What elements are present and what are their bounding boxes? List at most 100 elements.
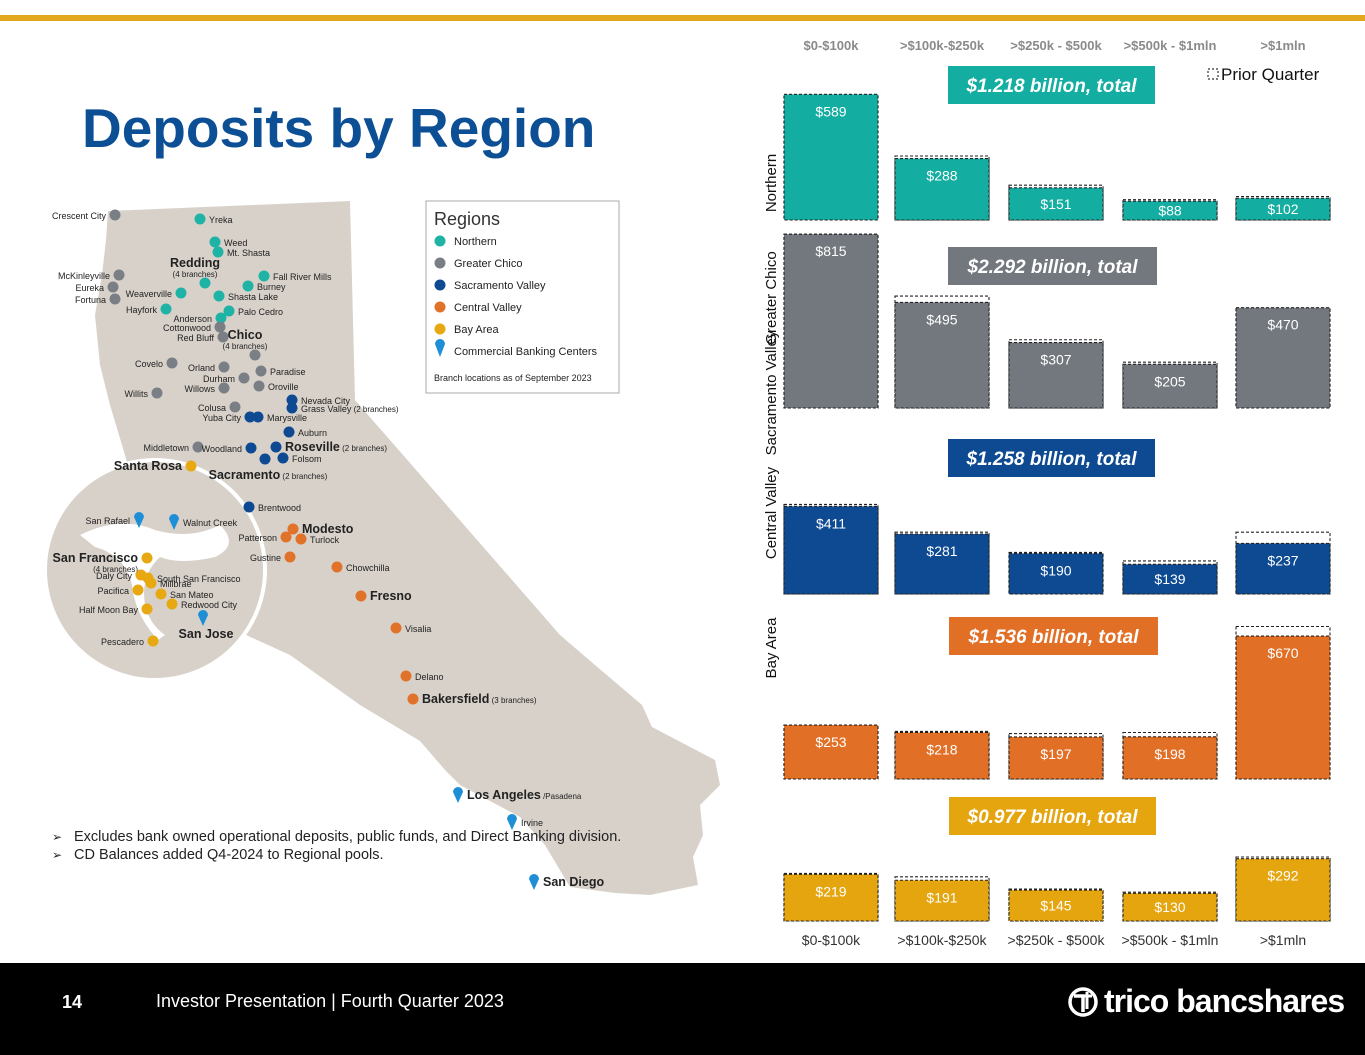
city-label: Nevada City (301, 396, 351, 406)
city-label: Shasta Lake (228, 292, 278, 302)
panel-sacramento-valley: $411 $281 $190 $139 $237 $1.258 billion, tota… (763, 330, 1331, 595)
city-label: Delano (415, 672, 444, 682)
city-label: Fresno (370, 589, 412, 603)
bar (1122, 200, 1218, 221)
bar-value-label: $218 (926, 742, 957, 758)
bar (894, 301, 990, 409)
legend-dot-icon (434, 301, 446, 313)
city-branch-count: (4 branches) (223, 342, 268, 351)
city-san-jose: San Jose (179, 610, 233, 641)
bar-value-label: $190 (1040, 562, 1071, 578)
city-label: Weed (224, 238, 247, 248)
branch-dot-icon (199, 277, 211, 289)
city-folsom: Folsom (277, 452, 322, 464)
branch-dot-icon (331, 561, 343, 573)
city-weed: Weed (209, 236, 247, 248)
city-sacramento: Sacramento (2 branches) (209, 453, 328, 482)
bar (894, 879, 990, 922)
bar (1008, 187, 1104, 221)
city-durham: Durham (203, 372, 250, 384)
total-banner-label: $1.536 billion, total (968, 627, 1140, 648)
panel-bay-area: $219 $191 $145 $130 $292 $0.977 billion, tota… (763, 617, 1331, 922)
prior-quarter-legend-swatch (1207, 68, 1219, 80)
top-category-label: >$500k - $1mln (1124, 38, 1217, 53)
city-shasta-lake: Shasta Lake (213, 290, 278, 302)
city-brentwood: Brentwood (243, 501, 301, 513)
bar (1008, 341, 1104, 409)
branch-dot-icon (287, 523, 299, 535)
bar (1235, 635, 1331, 780)
branch-dot-icon (277, 452, 289, 464)
city-pacifica: Pacifica (97, 584, 144, 596)
city-label: Durham (203, 374, 235, 384)
bar-value-label: $281 (926, 543, 957, 559)
bottom-category-label: >$250k - $500k (1008, 932, 1106, 948)
bar-value-label: $205 (1154, 373, 1185, 389)
bar (783, 233, 879, 409)
bar (1235, 542, 1331, 595)
regions-legend: Regions Northern Greater Chico Sacramento V… (425, 200, 620, 394)
branch-dot-icon (213, 290, 225, 302)
branch-dot-icon (283, 426, 295, 438)
bar (894, 158, 990, 221)
prior-quarter-legend-label: Prior Quarter (1221, 65, 1320, 84)
city-label: Cottonwood (163, 323, 211, 333)
bar-value-label: $815 (815, 243, 846, 259)
city-label: Sacramento (2 branches) (209, 468, 328, 482)
city-hayfork: Hayfork (126, 303, 172, 315)
bar (1235, 307, 1331, 409)
city-red-bluff: Red Bluff (177, 331, 229, 343)
city-delano: Delano (400, 670, 444, 682)
page-title: Deposits by Region (82, 97, 596, 159)
branch-dot-icon (175, 287, 187, 299)
bar-value-label: $198 (1154, 746, 1185, 762)
branch-dot-icon (192, 441, 204, 453)
city-half-moon-bay: Half Moon Bay (79, 603, 153, 615)
legend-label: Greater Chico (454, 258, 522, 270)
city-patterson: Patterson (238, 531, 292, 543)
city-yreka: Yreka (194, 213, 233, 225)
bottom-category-label: >$100k-$250k (897, 932, 987, 948)
branch-dot-icon (286, 402, 298, 414)
branch-dot-icon (160, 303, 172, 315)
bottom-category-label: $0-$100k (802, 932, 861, 948)
bar-value-label: $151 (1040, 196, 1071, 212)
city-label: Anderson (173, 314, 212, 324)
city-los-angeles: Los Angeles /Pasadena (453, 787, 582, 803)
bar (1122, 563, 1218, 595)
bottom-category-label: >$1mln (1260, 932, 1306, 948)
branch-dot-icon (249, 349, 261, 361)
branch-dot-icon (280, 531, 292, 543)
city-crescent-city: Crescent City (52, 209, 121, 221)
city-label: Yreka (209, 215, 233, 225)
branch-dot-icon (214, 321, 226, 333)
city-walnut-creek: Walnut Creek (169, 514, 238, 530)
city-label: San Diego (543, 875, 604, 889)
region-axis-label: Sacramento Valley (763, 330, 780, 455)
city-label: Walnut Creek (183, 518, 238, 528)
city-modesto: Modesto (287, 522, 354, 536)
city-auburn: Auburn (283, 426, 327, 438)
branch-dot-icon (212, 246, 224, 258)
branch-dot-icon (390, 622, 402, 634)
city-san-diego: San Diego (529, 874, 604, 890)
city-label: Gustine (250, 553, 281, 563)
city-label: Redding (170, 256, 220, 270)
branch-dot-icon (270, 441, 282, 453)
bar-value-label: $495 (926, 311, 957, 327)
city-label: Hayfork (126, 305, 158, 315)
city-turlock: Turlock (295, 533, 340, 545)
branch-dot-icon (132, 584, 144, 596)
california-branch-map: Regions Northern Greater Chico Sacramento V… (43, 200, 720, 895)
city-irvine: Irvine (507, 814, 543, 830)
city-branch-count: (4 branches) (173, 270, 218, 279)
regions-legend-box (425, 200, 620, 394)
city-fortuna: Fortuna (75, 293, 121, 305)
branch-dot-icon (217, 331, 229, 343)
footnote-2: CD Balances added Q4-2024 to Regional po… (52, 846, 621, 864)
branch-dot-icon (109, 293, 121, 305)
bar (783, 505, 879, 595)
city-san-rafael: San Rafael (85, 512, 144, 528)
city-label: Santa Rosa (114, 459, 183, 473)
branch-dot-icon (258, 270, 270, 282)
